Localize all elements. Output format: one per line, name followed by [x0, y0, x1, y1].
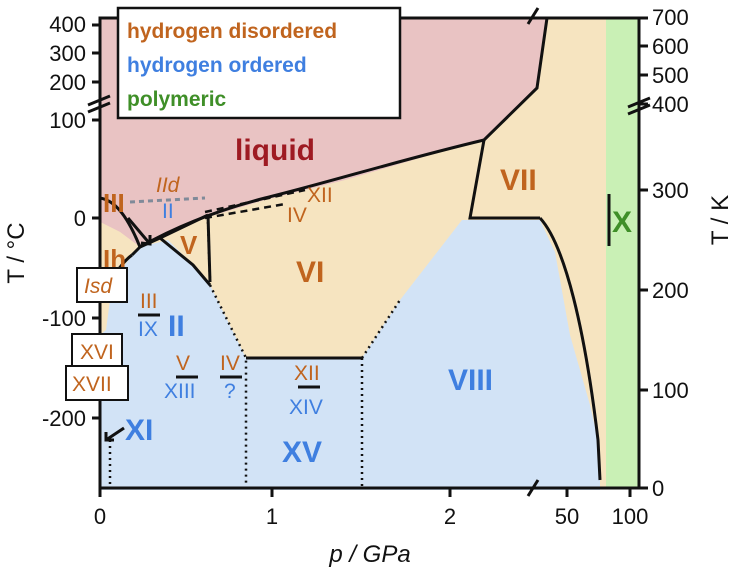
ice-ih-region [100, 222, 140, 335]
ice-iii-label: III [103, 188, 125, 218]
right-tick-labels: 700 600 500 400 300 200 100 0 [652, 5, 689, 501]
dotted-boundaries [108, 221, 402, 488]
bottom-axis-ticks [98, 488, 632, 497]
ice-xii-dashed-label: XII [307, 184, 333, 207]
bottom-break [526, 479, 540, 497]
boxed-labels: Isd XVI XVII [65, 267, 129, 401]
iv-q-bottom: ? [224, 380, 236, 403]
right-tick-6: 100 [652, 378, 689, 403]
iv-q-top: IV [220, 352, 240, 375]
iii-arrow [126, 217, 152, 245]
ice-vi-label: VI [296, 256, 324, 289]
right-tick-7: 0 [652, 476, 664, 501]
left-break [87, 94, 111, 107]
right-tick-1: 600 [652, 34, 689, 59]
legend-disordered: hydrogen disordered [127, 20, 337, 43]
isd-label: Isd [84, 275, 113, 298]
ice-v-label: V [180, 230, 198, 260]
left-axis-title: T / °C [3, 222, 30, 283]
xvi-label: XVI [80, 341, 114, 364]
vi-vii-boundary [468, 139, 540, 220]
right-axis-title: T / K [707, 195, 734, 245]
ice-iv-dashed-label: IV [287, 204, 307, 227]
left-tick-5: -100 [42, 306, 86, 331]
bottom-tick-2: 2 [444, 504, 456, 529]
xvii-box [65, 365, 129, 401]
top-break [526, 7, 540, 25]
liquid-label: liquid [235, 134, 315, 167]
iv-dashed [204, 202, 286, 220]
left-tick-1: 300 [49, 41, 86, 66]
ice-xv-label: XV [282, 436, 322, 469]
ordered-region [100, 220, 600, 490]
xii-dashed [204, 188, 306, 214]
xi-arrow-head [104, 432, 114, 442]
polymeric-region [606, 18, 639, 488]
left-tick-2: 200 [49, 70, 86, 95]
bottom-tick-1: 1 [266, 504, 278, 529]
ice-viii-label: VIII [448, 364, 493, 397]
legend-box [116, 6, 402, 120]
left-tick-6: -200 [42, 406, 86, 431]
left-tick-3: 100 [49, 108, 86, 133]
bottom-tick-labels: 0 1 2 50 100 [94, 504, 648, 529]
xii-xiv-top: XII [294, 362, 320, 385]
ice-vii-label: VII [500, 164, 537, 197]
ih-ii-boundary [130, 245, 142, 257]
v-xiii-bottom: XIII [164, 380, 196, 403]
left-tick-0: 400 [49, 12, 86, 37]
v-xiii-top: V [176, 352, 190, 375]
isd-box [76, 267, 128, 303]
xvii-label: XVII [72, 373, 112, 396]
ice-ii-label: II [168, 310, 185, 343]
right-break-2 [627, 103, 651, 116]
legend: hydrogen disordered hydrogen ordered pol… [116, 6, 402, 120]
ice-x-label: X [612, 206, 632, 239]
ice-ii-small-label: II [162, 200, 174, 223]
paired-labels: III IX V XIII IV ? XII XIV [138, 290, 323, 419]
xii-xiv-bottom: XIV [289, 396, 323, 419]
right-break [627, 96, 651, 109]
iii-arrow-head [140, 235, 152, 246]
right-tick-3: 400 [652, 92, 689, 117]
xv-left-dotted [208, 284, 248, 488]
vii-viii-boundary [538, 216, 602, 481]
iii-ix-bottom: IX [138, 318, 158, 341]
ice-ih-label: Ih [103, 244, 126, 274]
left-tick-4: 0 [74, 206, 86, 231]
legend-polymeric: polymeric [127, 88, 227, 111]
iid-dashed [129, 196, 206, 204]
axis-breaks [87, 7, 651, 497]
ice-iid-label: IId [156, 174, 181, 197]
right-axis-ticks [639, 16, 648, 490]
ice-xi-label: XI [125, 414, 153, 447]
iii-ii-boundary [159, 236, 212, 286]
dashed-lines [204, 188, 306, 220]
left-break-2 [87, 101, 111, 114]
left-tick-labels: 400 300 200 100 0 -100 -200 [42, 12, 86, 431]
xi-arrow [105, 426, 125, 442]
right-tick-2: 500 [652, 63, 689, 88]
bottom-axis-title: p / GPa [328, 541, 410, 568]
left-axis-ticks [92, 23, 100, 420]
bottom-tick-4: 100 [612, 504, 649, 529]
right-tick-4: 300 [652, 178, 689, 203]
v-vi-dotted [206, 221, 212, 283]
right-tick-5: 200 [652, 278, 689, 303]
iii-ix-top: III [140, 290, 158, 313]
right-tick-0: 700 [652, 5, 689, 30]
legend-ordered: hydrogen ordered [127, 54, 307, 77]
bottom-tick-3: 50 [555, 504, 579, 529]
bottom-tick-0: 0 [94, 504, 106, 529]
melting-curve [99, 196, 142, 248]
arrows [104, 217, 152, 442]
